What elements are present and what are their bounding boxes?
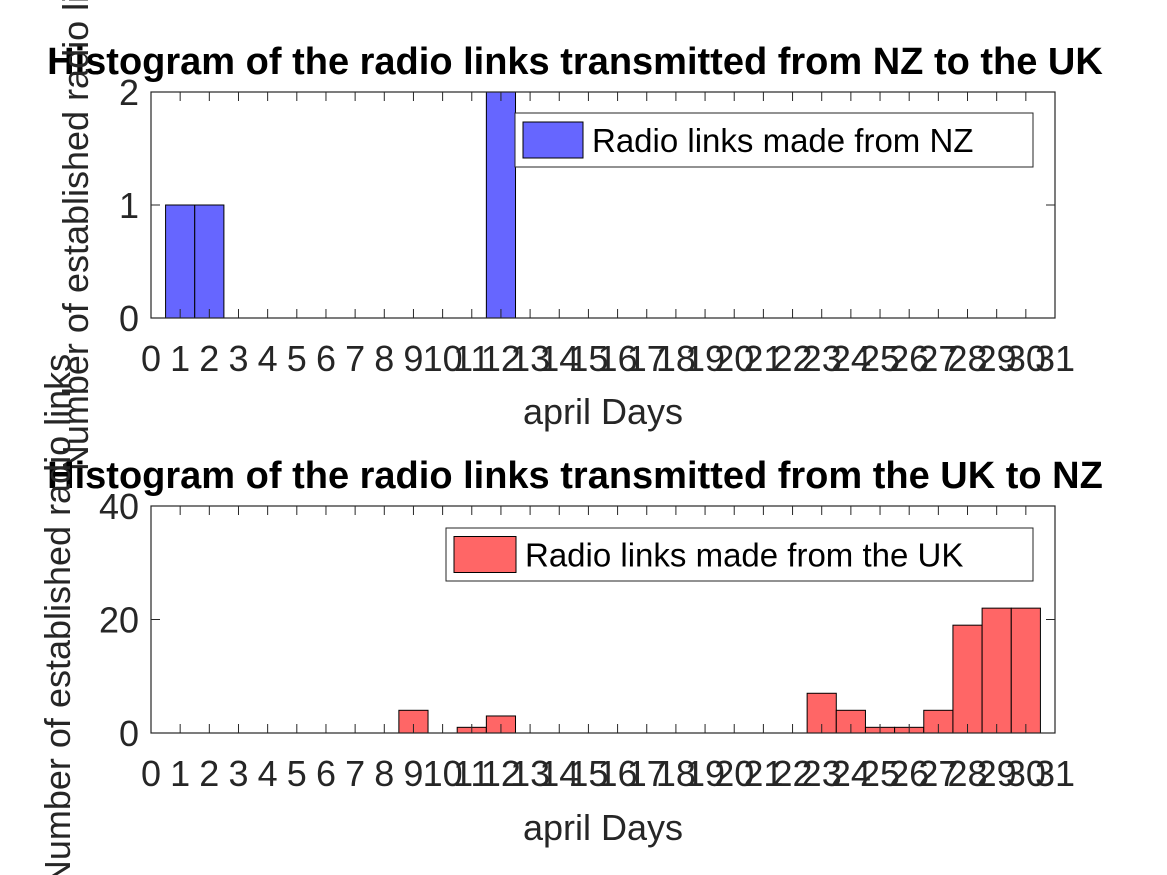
bar-day-29 [981,607,1012,734]
legend: Radio links made from NZ [514,112,1034,168]
x-tick-label: 11 [453,338,490,379]
x-tick-label: 15 [568,753,608,794]
x-tick-label: 23 [802,338,842,379]
legend-label: Radio links made from the UK [525,537,963,574]
x-tick-label: 31 [1035,338,1075,379]
x-tick-label: 14 [539,753,579,794]
legend-swatch [522,121,584,159]
x-tick-label: 29 [977,753,1017,794]
x-tick-label: 12 [481,338,521,379]
y-tick-label: 0 [119,298,139,339]
x-tick-label: 22 [773,753,813,794]
y-tick-label: 1 [119,185,139,226]
x-tick-label: 25 [860,753,900,794]
x-tick-label: 6 [316,753,336,794]
y-tick-label: 40 [99,486,139,527]
x-tick-label: 4 [258,753,278,794]
x-tick-label: 30 [1006,753,1046,794]
legend-box [514,112,1034,168]
x-tick-label: 24 [831,753,871,794]
x-tick-label: 25 [860,338,900,379]
x-tick-label: 17 [627,338,667,379]
bar-day-30 [1010,607,1041,734]
x-tick-label: 20 [714,338,754,379]
x-tick-label: 17 [627,753,667,794]
x-tick-label: 30 [1006,338,1046,379]
x-tick-label: 18 [656,753,696,794]
legend-swatch [453,536,517,573]
x-tick-label: 13 [510,753,550,794]
x-axis-label: april Days [523,391,683,432]
x-tick-label: 5 [287,753,307,794]
x-tick-label: 27 [918,753,958,794]
x-tick-label: 26 [889,338,929,379]
x-tick-label: 28 [947,338,987,379]
x-tick-label: 3 [228,753,248,794]
subplot-2: 0 1 2 3 4 5 6 7 8 9 101112131415161718192021222324… [37,354,1103,875]
chart-title: Histogram of the radio links transmitted… [47,455,1103,497]
x-tick-label: 9 [403,753,423,794]
x-axis-label: april Days [523,807,683,848]
x-tick-label: 7 [345,753,365,794]
x-tick-label: 11 [453,753,490,794]
x-tick-label: 23 [802,753,842,794]
legend-label: Radio links made from NZ [592,122,973,159]
x-tick-label: 2 [199,338,219,379]
x-tick-label: 26 [889,753,929,794]
x-tick-label: 29 [977,338,1017,379]
x-tick-label: 16 [598,338,638,379]
x-tick-label: 24 [831,338,871,379]
x-tick-label: 28 [947,753,987,794]
x-tick-label: 0 [141,753,161,794]
bar-day-12 [485,91,517,319]
x-tick-label: 1 [170,753,190,794]
x-tick-label: 19 [685,753,725,794]
x-tick-label: 10 [423,338,463,379]
x-tick-label: 8 [374,338,394,379]
x-tick-label: 7 [345,338,365,379]
x-tick-label: 15 [568,338,608,379]
x-tick-label: 18 [656,338,696,379]
x-tick-label: 22 [773,338,813,379]
x-tick-label: 5 [287,338,307,379]
x-tick-label: 10 [423,753,463,794]
x-tick-label: 16 [598,753,638,794]
bar-day-2 [194,204,225,319]
x-tick-label: 21 [743,338,783,379]
y-tick-label: 2 [119,72,139,113]
bar-day-28 [952,624,983,734]
x-tick-label: 6 [316,338,336,379]
subplot-1: 0 1 2 3 4 5 6 7 8 9 101112131415161718192021222324… [47,0,1103,471]
bar-day-1 [165,204,196,319]
x-tick-label: 31 [1035,753,1075,794]
x-tick-label: 19 [685,338,725,379]
legend-box [445,527,1034,582]
chart-title: Histogram of the radio links transmitted… [47,41,1103,83]
x-tick-label: 12 [481,753,521,794]
x-tick-label: 4 [258,338,278,379]
x-tick-label: 21 [743,753,783,794]
y-axis-label: Number of established radio links [37,354,78,875]
x-tick-label: 20 [714,753,754,794]
x-tick-label: 3 [228,338,248,379]
y-tick-label: 0 [119,713,139,754]
x-tick-label: 1 [170,338,190,379]
x-tick-label: 2 [199,753,219,794]
x-tick-label: 0 [141,338,161,379]
x-tick-label: 8 [374,753,394,794]
y-tick-label: 20 [99,600,139,641]
x-tick-label: 13 [510,338,550,379]
x-tick-label: 27 [918,338,958,379]
y-axis-label: Number of established radio links [55,0,96,471]
legend: Radio links made from the UK [445,527,1034,582]
x-tick-label: 14 [539,338,579,379]
x-tick-label: 9 [403,338,423,379]
